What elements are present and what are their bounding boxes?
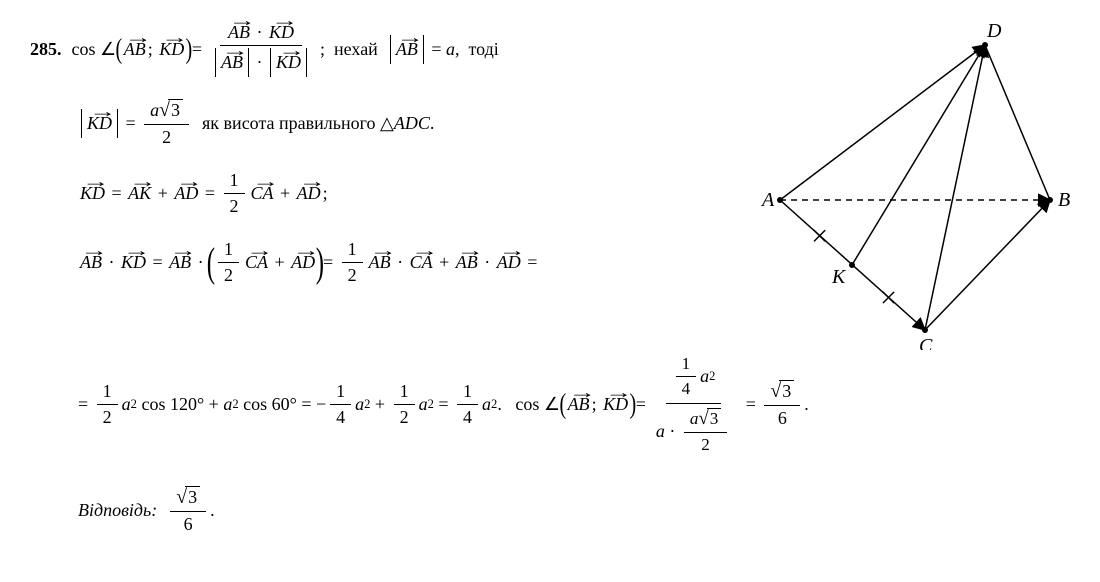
problem-number: 285. [30, 39, 62, 60]
fraction-big: 1 4 a2 a · a √3 2 [650, 350, 737, 459]
ADC: ADC [394, 113, 430, 134]
fraction-1: AB · KD AB · KD [206, 20, 316, 79]
main-row: 285. cos ∠ ( AB ; KD ) = AB · KD AB · KD [30, 20, 1070, 350]
cos-text: cos [72, 39, 96, 60]
vidpovid: Відповідь: [78, 500, 157, 521]
angle-symbol: ∠ [100, 39, 116, 60]
svg-text:C: C [919, 335, 933, 350]
var-a: a [446, 39, 455, 60]
vec-CA: CA [249, 183, 276, 204]
fraction-half-3: 1 2 [342, 237, 363, 288]
vec-KD-3: KD [78, 183, 107, 204]
svg-text:B: B [1058, 189, 1070, 211]
close-paren: ) [186, 41, 193, 58]
fraction-q2: 1 2 [394, 379, 415, 430]
abs-AB: AB [387, 35, 427, 64]
fraction-half-1: 1 2 [224, 168, 245, 219]
svg-text:D: D [986, 20, 1002, 42]
fraction-q3: 1 4 [457, 379, 478, 430]
vec-AD: AD [172, 183, 200, 204]
line-3: KD = AK + AD = 1 2 CA + AD ; [30, 168, 750, 219]
vec-AK: AK [126, 183, 153, 204]
vec-AD-2: AD [295, 183, 323, 204]
vec-AB-den: AB [219, 52, 245, 73]
vec-KD-den: KD [274, 52, 303, 73]
triangle-symbol: △ [380, 113, 394, 134]
big-open: ( [207, 252, 215, 273]
figure-column: A B C D K [750, 20, 1070, 350]
yak-vysota: як висота правильного [202, 113, 376, 134]
fraction-half-4: 1 2 [97, 379, 118, 430]
answer-fraction: √3 6 [170, 484, 206, 537]
answer-line: Відповідь: √3 6 . [30, 484, 1070, 537]
fraction-q1: 1 4 [330, 379, 351, 430]
vec-AB: AB [122, 39, 148, 60]
vec-KD: KD [157, 39, 186, 60]
abs-KD: KD [78, 109, 121, 138]
line-5: = 1 2 a2 cos 120° + a2 cos 60° = − 1 4 a… [30, 350, 1070, 459]
big-close: ) [316, 252, 324, 273]
svg-text:K: K [831, 266, 847, 288]
fraction-final: √3 6 [764, 378, 800, 431]
todi: тоді [468, 39, 498, 60]
line-1: 285. cos ∠ ( AB ; KD ) = AB · KD AB · KD [30, 20, 750, 79]
text-column: 285. cos ∠ ( AB ; KD ) = AB · KD AB · KD [30, 20, 750, 306]
svg-text:A: A [760, 189, 775, 211]
nekhay: нехай [334, 39, 378, 60]
tetrahedron-diagram: A B C D K [760, 20, 1070, 350]
semicolon-2: ; [320, 39, 325, 60]
line-2: KD = a √3 2 як висота правильного △ADC. [30, 97, 750, 150]
fraction-2: a √3 2 [144, 97, 189, 150]
line-4: AB · KD = AB · ( 1 2 CA + AD ) = 1 2 AB … [30, 237, 750, 288]
